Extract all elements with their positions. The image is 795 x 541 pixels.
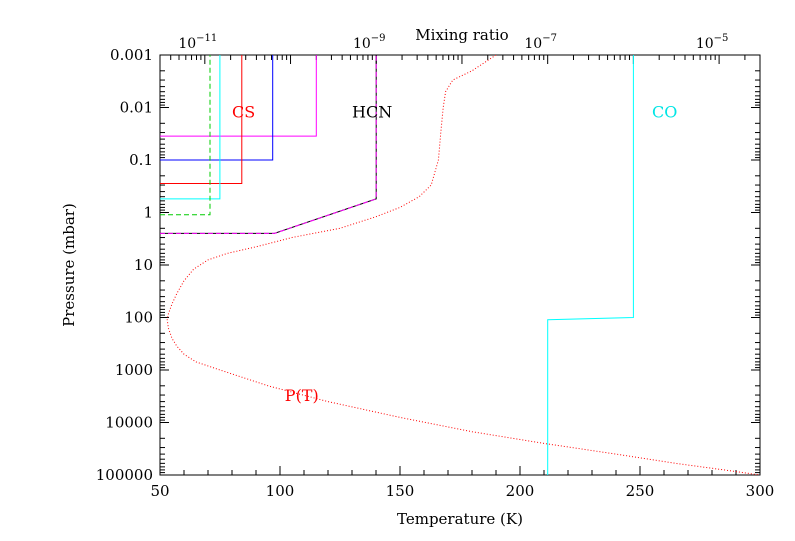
- tick-labels: 50 100 150 200 250 300 0.001 0.01 0.1 1 10 100 1000 1…: [96, 33, 775, 500]
- annotations: CS HCN CO P(T): [232, 103, 677, 405]
- x2-axis-label: Mixing ratio: [415, 26, 508, 44]
- x2-tick-label: 10−9: [353, 33, 386, 52]
- y-tick-label: 1000: [115, 361, 153, 379]
- x-tick-label: 300: [746, 482, 775, 500]
- x-tick-label: 100: [266, 482, 295, 500]
- y-tick-label: 100: [124, 309, 153, 327]
- axis-ticks: [159, 54, 761, 476]
- y-tick-label: 0.1: [129, 151, 153, 169]
- x-tick-label: 250: [626, 482, 655, 500]
- x2-tick-label: 10−7: [524, 33, 557, 52]
- series-line-4: [160, 55, 243, 184]
- y-tick-label: 1: [143, 204, 153, 222]
- y-axis-label: Pressure (mbar): [60, 203, 78, 327]
- x-axis-label: Temperature (K): [397, 510, 523, 528]
- annotation-label: P(T): [285, 386, 319, 405]
- series-line-2: [160, 55, 317, 137]
- x2-tick-label: 10−5: [696, 33, 729, 52]
- x-tick-label: 150: [386, 482, 415, 500]
- series-line-1: [166, 55, 760, 475]
- annotation-label: CO: [652, 103, 677, 122]
- x-tick-label: 50: [150, 482, 169, 500]
- series-line-5: [160, 55, 221, 200]
- series-line-7: [160, 55, 377, 234]
- y-tick-label: 0.01: [120, 99, 153, 117]
- series-line-3: [160, 55, 274, 161]
- series-line-8: [160, 55, 377, 234]
- y-tick-label: 100000: [96, 466, 153, 484]
- y-tick-label: 0.001: [110, 46, 153, 64]
- y-tick-label: 10000: [105, 414, 153, 432]
- x2-tick-label: 10−11: [178, 33, 217, 52]
- annotation-label: CS: [232, 103, 255, 122]
- series-line-6: [160, 55, 211, 216]
- series-group: [160, 55, 760, 475]
- series-line-9: [547, 55, 634, 475]
- x-tick-label: 200: [506, 482, 535, 500]
- annotation-label: HCN: [352, 103, 392, 122]
- y-tick-label: 10: [134, 256, 153, 274]
